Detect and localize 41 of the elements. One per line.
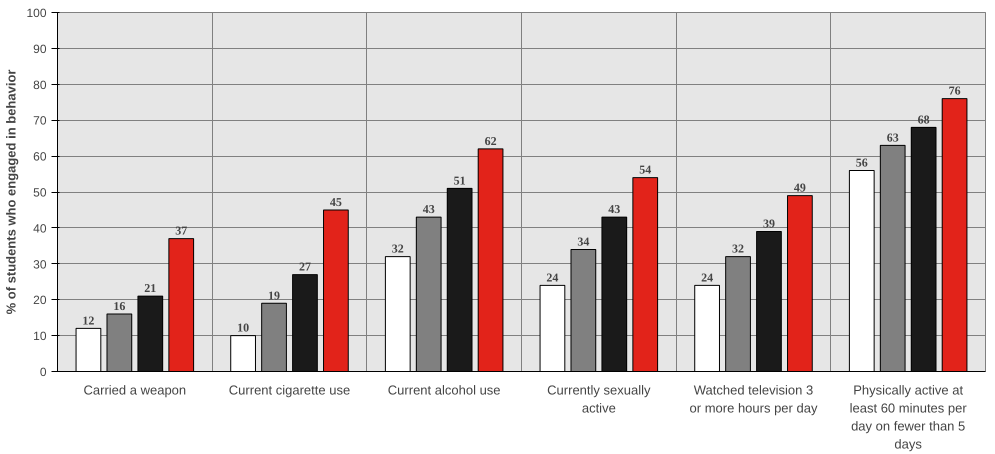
data-label: 43 [608, 202, 620, 216]
data-label: 39 [762, 216, 775, 230]
data-label: 49 [794, 180, 806, 195]
y-tick-label: 50 [33, 186, 47, 200]
x-tick-label: Current alcohol use [388, 382, 501, 398]
data-label: 45 [330, 194, 342, 209]
data-label: 16 [113, 299, 126, 314]
y-tick-label: 40 [33, 221, 47, 236]
y-tick-label: 70 [33, 114, 47, 128]
data-label: 56 [856, 155, 868, 170]
x-tick-label: Currently sexually active [547, 382, 651, 416]
x-tick-label: Watched television 3 or more hours per day [690, 382, 818, 416]
y-axis-title: % of students who engaged in behavior [3, 70, 18, 314]
data-label: 63 [886, 130, 899, 144]
x-tick-label: Carried a weapon [84, 382, 186, 398]
y-tick-label: 20 [33, 293, 47, 308]
y-tick-label: 30 [33, 257, 47, 272]
data-label: 32 [732, 242, 744, 256]
y-tick-label: 60 [33, 150, 47, 164]
data-label: 37 [175, 224, 188, 238]
y-tick-label: 100 [26, 6, 47, 20]
data-label: 27 [298, 260, 311, 274]
data-label: 12 [82, 313, 94, 328]
data-label: 54 [639, 162, 652, 177]
y-tick-label: 80 [33, 78, 47, 92]
x-tick-label: Current cigarette use [228, 382, 350, 398]
data-label: 10 [237, 320, 250, 335]
x-tick-label: Physically active at least 60 minutes per day on fewer than 5 days [850, 382, 968, 452]
data-label: 34 [577, 234, 590, 248]
data-label: 43 [422, 202, 435, 216]
data-label: 32 [392, 242, 404, 256]
y-tick-label: 10 [33, 329, 47, 344]
data-label: 76 [948, 84, 961, 98]
data-label: 51 [454, 173, 466, 188]
y-tick-label: 90 [33, 42, 47, 56]
data-label: 24 [546, 270, 558, 284]
y-tick-label: 0 [40, 365, 47, 379]
data-label: 62 [484, 134, 497, 148]
data-label: 19 [268, 288, 280, 302]
data-label: 21 [144, 281, 156, 296]
data-label: 24 [701, 270, 714, 284]
